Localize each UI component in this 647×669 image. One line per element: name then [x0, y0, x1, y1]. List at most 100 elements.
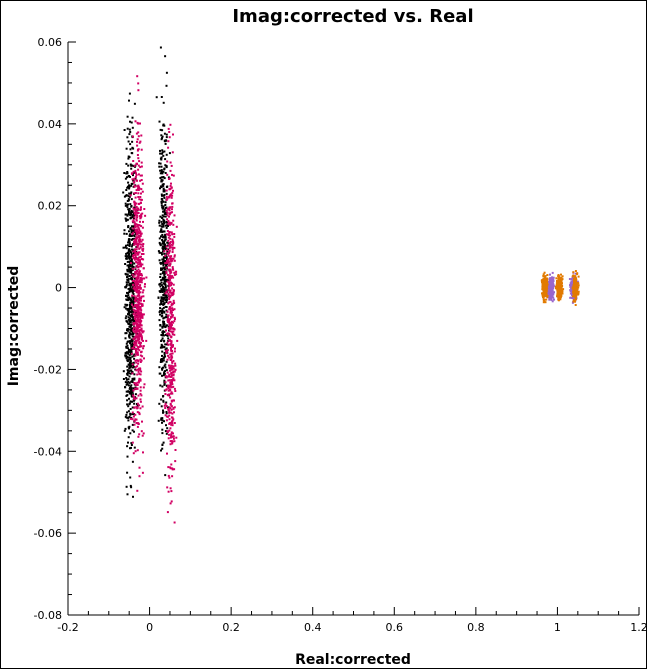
data-point	[134, 192, 137, 194]
data-point	[168, 388, 171, 391]
data-point	[172, 276, 175, 279]
data-point	[167, 354, 169, 357]
data-point	[137, 253, 140, 256]
data-point	[127, 157, 130, 160]
data-point	[142, 330, 145, 333]
data-point	[161, 223, 164, 225]
data-point	[569, 282, 572, 285]
data-point	[127, 380, 130, 383]
data-point	[138, 475, 141, 478]
data-point	[139, 287, 142, 290]
data-point	[549, 282, 552, 285]
data-point	[138, 187, 141, 190]
data-point	[128, 296, 131, 299]
data-point	[134, 120, 137, 123]
data-point	[171, 331, 174, 334]
data-point	[125, 390, 128, 393]
data-point	[128, 275, 131, 277]
data-point	[129, 340, 131, 343]
data-point	[138, 239, 140, 242]
data-point	[165, 349, 167, 352]
data-point	[168, 243, 170, 246]
data-point	[161, 432, 164, 435]
data-point	[558, 290, 561, 293]
data-point	[133, 252, 135, 255]
data-point	[162, 441, 165, 444]
data-point	[127, 328, 129, 330]
data-point	[140, 243, 143, 246]
data-point	[127, 436, 130, 439]
data-point	[130, 282, 133, 285]
data-point	[131, 234, 134, 237]
data-point	[164, 375, 167, 378]
data-point	[170, 221, 173, 224]
data-point	[165, 405, 168, 407]
data-point	[140, 206, 142, 209]
data-point	[551, 286, 554, 289]
data-point	[163, 364, 166, 367]
data-point	[168, 178, 170, 180]
data-point	[169, 169, 172, 172]
data-point	[138, 224, 141, 227]
data-point	[140, 345, 143, 348]
data-point	[164, 215, 167, 218]
data-point	[168, 131, 171, 133]
data-point	[139, 166, 142, 169]
data-point	[138, 198, 141, 201]
data-point	[168, 136, 171, 139]
data-point	[140, 351, 142, 354]
data-point	[167, 387, 170, 390]
data-point	[139, 122, 141, 125]
data-point	[130, 389, 133, 392]
data-point	[171, 345, 174, 348]
data-point	[133, 345, 136, 348]
data-point	[168, 245, 171, 247]
data-point	[162, 187, 165, 190]
data-point	[166, 223, 169, 226]
data-point	[136, 214, 138, 217]
data-point	[122, 246, 125, 249]
data-point	[171, 287, 174, 290]
data-point	[128, 192, 131, 195]
data-point	[173, 316, 176, 319]
data-point	[139, 217, 142, 220]
data-point	[159, 372, 162, 375]
data-point	[130, 167, 133, 170]
data-point	[125, 378, 128, 381]
data-point	[548, 278, 551, 281]
data-point	[126, 244, 129, 247]
data-point	[556, 295, 558, 298]
data-point	[138, 298, 141, 301]
data-point	[131, 233, 134, 236]
data-point	[165, 213, 168, 216]
data-point	[162, 334, 165, 337]
data-point	[129, 484, 132, 487]
data-point	[124, 427, 127, 430]
data-point	[140, 302, 142, 305]
data-point	[138, 335, 141, 338]
data-point	[127, 264, 130, 267]
data-point	[136, 312, 138, 315]
data-point	[138, 329, 141, 332]
data-point	[133, 201, 136, 204]
data-point	[139, 246, 142, 249]
data-point	[138, 337, 141, 340]
data-point	[161, 360, 164, 363]
data-point	[131, 278, 134, 281]
data-point	[132, 229, 135, 232]
data-point	[128, 240, 131, 243]
data-point	[172, 242, 175, 245]
data-point	[139, 316, 142, 319]
data-point	[126, 251, 129, 254]
data-point	[138, 238, 141, 240]
data-point	[137, 360, 140, 363]
data-point	[130, 229, 133, 232]
data-point	[555, 277, 558, 280]
data-point	[557, 298, 560, 301]
data-point	[135, 202, 138, 205]
y-tick-label: 0.04	[38, 118, 63, 131]
data-point	[570, 278, 573, 281]
data-point	[128, 363, 131, 366]
data-point	[127, 250, 130, 253]
